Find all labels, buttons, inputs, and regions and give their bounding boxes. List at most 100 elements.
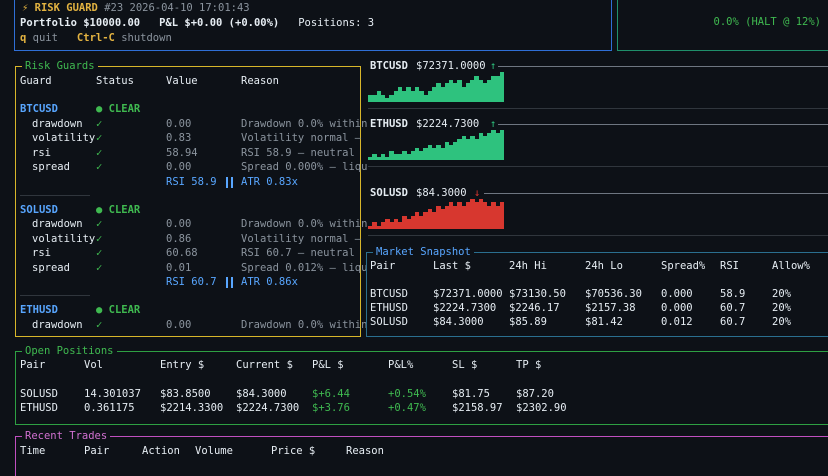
- chart-bar: [368, 157, 373, 160]
- positions-value: 3: [367, 17, 375, 29]
- risk-guards-panel: Risk Guards Guard Status Value Reason BTCUSD…: [15, 60, 367, 337]
- chart-bar: [444, 205, 449, 229]
- chart-pair: BTCUSD: [370, 60, 408, 72]
- snapshot-cell: BTCUSD: [370, 288, 408, 300]
- guard-value: 0.86: [166, 232, 192, 245]
- chart-bar: [431, 148, 437, 160]
- chart-bar: [406, 87, 411, 102]
- recent-trades-title: Recent Trades: [22, 430, 111, 443]
- quit-label: quit: [32, 32, 58, 44]
- guard-reason: RSI 60.7 — neutral: [241, 247, 355, 259]
- positions-cell: $87.20: [516, 388, 554, 400]
- snapshot-cell: SOLUSD: [370, 316, 408, 328]
- guard-name: rsi: [32, 146, 51, 159]
- guard-reason: Volatility normal —: [241, 132, 362, 144]
- market-snapshot-panel: Market Snapshot Pair Last $ 24h Hi 24h Lo Sp…: [366, 246, 828, 337]
- positions-cell: +0.54%: [388, 388, 426, 400]
- guards-column-header: Value: [166, 75, 198, 87]
- chart-bar: [474, 139, 479, 160]
- chart-bar: [495, 75, 500, 103]
- chart-bar: [372, 94, 377, 102]
- chart-top-rule: [498, 66, 828, 67]
- guard-name: volatility: [32, 232, 96, 245]
- trades-column-header: Time: [20, 445, 46, 457]
- guard-name: rsi: [32, 247, 51, 259]
- positions-cell: $81.75: [452, 388, 490, 400]
- chart-bar: [453, 205, 458, 229]
- chart-bar: [436, 145, 441, 160]
- chart-bar: [499, 202, 505, 229]
- snapshot-cell: $2224.7300: [433, 302, 497, 314]
- group-divider: [20, 295, 90, 296]
- portfolio-value: $10000.00: [83, 17, 141, 29]
- chart-bar: [368, 94, 373, 102]
- positions-column-header: P&L%: [388, 359, 414, 371]
- chart-bar: [465, 139, 471, 160]
- guards-column-header: Guard: [20, 75, 52, 87]
- guard-check-icon: ✓: [96, 161, 103, 173]
- guard-value: 0.00: [166, 117, 192, 130]
- snapshot-cell: 20%: [772, 316, 791, 328]
- chart-bar: [465, 83, 471, 103]
- snapshot-cell: 20%: [772, 302, 791, 314]
- chart-price: $2224.7300: [416, 118, 480, 130]
- chart-bar: [423, 212, 428, 229]
- chart-bar: [397, 154, 403, 160]
- header-panel: ⚡ RISK GUARD #23 2026-04-10 17:01:43 Por…: [14, 0, 612, 51]
- snapshot-cell: $2157.38: [585, 302, 636, 314]
- run-id: #23: [104, 2, 124, 14]
- chart-bar: [380, 94, 386, 102]
- quit-key[interactable]: q: [20, 32, 27, 44]
- chart-bar: [499, 130, 505, 160]
- snapshot-column-header: Pair: [370, 260, 396, 272]
- chart-bar: [376, 225, 381, 229]
- chart-price: $72371.0000: [416, 60, 486, 72]
- rsi-bar-icon: [226, 277, 233, 288]
- guard-check-icon: ✓: [96, 218, 103, 230]
- chart-bar: [427, 90, 432, 103]
- snapshot-cell: $72371.0000: [433, 288, 503, 300]
- guard-name: spread: [32, 261, 70, 274]
- chart-bar: [402, 90, 407, 103]
- guard-rsi-readout: RSI 60.7: [166, 276, 217, 288]
- chart-price: $84.3000: [416, 187, 467, 199]
- chart-pair: ETHUSD: [370, 118, 408, 130]
- positions-cell: SOLUSD: [20, 388, 58, 400]
- positions-column-header: SL $: [452, 359, 478, 371]
- positions-column-header: TP $: [516, 359, 542, 371]
- chart-bar: [419, 215, 424, 229]
- chart-bar: [376, 157, 381, 160]
- chart-bar: [453, 142, 458, 160]
- chart-bar: [389, 222, 394, 229]
- chart-bar: [436, 205, 441, 229]
- chart-bar: [423, 94, 428, 102]
- halt-status: 0.0% (HALT @ 12%): [713, 16, 821, 28]
- chart-bar: [402, 215, 407, 229]
- snapshot-column-header: Allow%: [772, 260, 810, 272]
- open-positions-title: Open Positions: [22, 345, 117, 358]
- chart-bar: [372, 154, 377, 160]
- chart-bar: [410, 151, 415, 160]
- snapshot-cell: 0.000: [661, 288, 693, 300]
- chart-pair: SOLUSD: [370, 187, 408, 199]
- guard-atr-readout: ATR 0.86x: [241, 276, 298, 288]
- snapshot-column-header: Last $: [433, 260, 471, 272]
- guard-check-icon: ✓: [96, 247, 103, 259]
- positions-cell: 14.301037: [84, 388, 141, 400]
- chart-bar: [380, 154, 386, 160]
- pnl-value: $+0.00: [184, 17, 223, 29]
- snapshot-cell: 0.000: [661, 302, 693, 314]
- chart-bar: [440, 87, 445, 102]
- guard-check-icon: ✓: [96, 146, 103, 159]
- snapshot-column-header: 24h Hi: [509, 260, 547, 272]
- chart-bar: [427, 145, 432, 160]
- chart-bar: [380, 222, 386, 229]
- snapshot-column-header: 24h Lo: [585, 260, 623, 272]
- chart-bar: [385, 98, 390, 103]
- chart-bar: [448, 202, 454, 229]
- rsi-bar-icon: [226, 176, 233, 188]
- positions-cell: ETHUSD: [20, 402, 58, 414]
- chart-bar: [419, 151, 424, 160]
- chart-baseline: [368, 108, 828, 109]
- shutdown-key[interactable]: Ctrl-C: [76, 32, 115, 44]
